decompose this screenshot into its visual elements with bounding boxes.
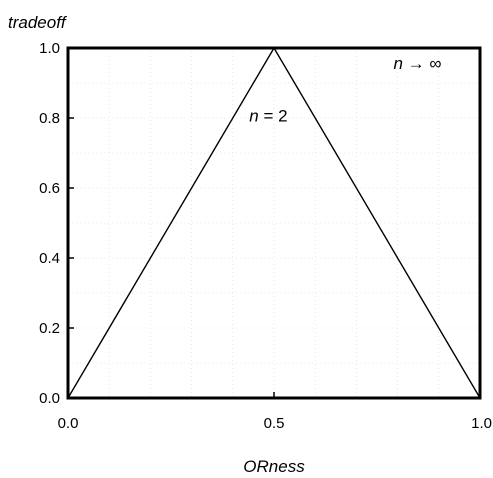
y-tick-label: 0.6 [39,180,60,197]
annotations-layer: n = 2 n → ∞ [249,54,441,126]
ticks-layer: 0.0 0.2 0.4 0.6 0.8 1.0 0.0 0.5 1.0 [39,40,492,432]
y-tick-label: 0.0 [39,390,60,407]
y-tick-label: 0.2 [39,320,60,337]
annotation-label: n = 2 [249,107,287,126]
y-axis-title: tradeoff [8,13,68,32]
x-tick-label: 0.5 [264,415,285,432]
annotation-label: n → ∞ [393,54,441,73]
grid [68,48,480,398]
x-tick-label: 1.0 [471,415,492,432]
x-axis-title: ORness [243,457,305,476]
y-tick-label: 0.8 [39,110,60,127]
y-tick-label: 1.0 [39,40,60,57]
y-tick-label: 0.4 [39,250,60,267]
x-tick-label: 0.0 [58,415,79,432]
